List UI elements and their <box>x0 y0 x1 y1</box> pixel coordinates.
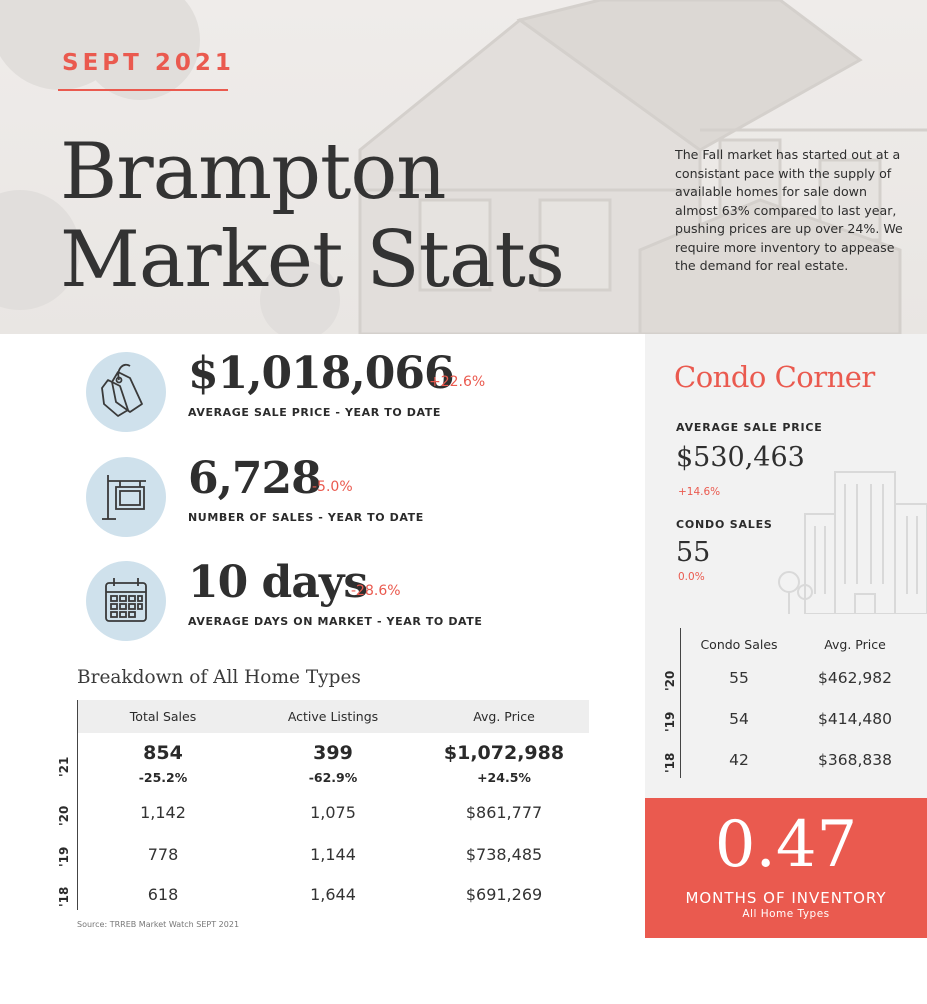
condo-row-year-label: '20 <box>663 670 677 691</box>
table-row: 618 1,644 $691,269 <box>78 885 589 925</box>
stat-value: 6,728 <box>188 453 322 504</box>
stat-label: AVERAGE SALE PRICE - YEAR TO DATE <box>188 406 441 419</box>
table-divider <box>77 700 78 910</box>
cell-change: -25.2% <box>138 770 188 785</box>
row-year-label: '19 <box>57 846 71 867</box>
stat-change: -28.6% <box>351 583 401 599</box>
table-row: 854 399 $1,072,988 -25.2% -62.9% +24.5% <box>78 742 589 785</box>
stat-days-on-market: 10 days -28.6% AVERAGE DAYS ON MARKET - … <box>86 557 606 645</box>
condo-cell-sales: 42 <box>729 751 749 769</box>
stat-label: NUMBER OF SALES - YEAR TO DATE <box>188 511 424 524</box>
cell-active-listings: 1,075 <box>310 803 356 822</box>
report-month: SEPT 2021 <box>62 50 235 76</box>
condo-cell-sales: 54 <box>729 710 749 728</box>
condo-sales-change: 0.0% <box>678 571 705 583</box>
cell-avg-price: $691,269 <box>465 885 543 904</box>
cell-avg-price: $1,072,988 <box>443 742 565 764</box>
stat-label: AVERAGE DAYS ON MARKET - YEAR TO DATE <box>188 615 483 628</box>
months-of-inventory-label: MONTHS OF INVENTORY <box>685 889 887 907</box>
cell-active-listings: 1,144 <box>310 845 356 864</box>
source-note: Source: TRREB Market Watch SEPT 2021 <box>77 920 240 929</box>
cell-total-sales: 1,142 <box>140 803 186 822</box>
calendar-icon <box>86 561 166 641</box>
row-year-label: '21 <box>57 756 71 777</box>
condo-row-year-label: '18 <box>663 752 677 773</box>
stat-change: +22.6% <box>429 374 486 390</box>
column-header-active-listings: Active Listings <box>287 709 379 724</box>
stat-change: -5.0% <box>312 479 353 495</box>
cell-change: +24.5% <box>477 770 531 785</box>
row-year-label: '20 <box>57 805 71 826</box>
cell-active-listings: 1,644 <box>310 885 356 904</box>
stat-number-of-sales: 6,728 -5.0% NUMBER OF SALES - YEAR TO DA… <box>86 453 606 541</box>
cell-total-sales: 618 <box>147 885 179 904</box>
breakdown-title: Breakdown of All Home Types <box>77 667 361 688</box>
row-year-label: '18 <box>57 886 71 907</box>
cell-total-sales: 854 <box>143 742 183 764</box>
condo-avg-price-label: AVERAGE SALE PRICE <box>676 421 823 434</box>
months-of-inventory-value: 0.47 <box>714 808 858 882</box>
price-tag-icon <box>86 352 166 432</box>
condo-cell-price: $368,838 <box>818 751 892 769</box>
page-title-line-1: Brampton <box>60 127 447 217</box>
condo-cell-sales: 55 <box>729 669 749 687</box>
hero-banner: SEPT 2021 Brampton Market Stats The Fall… <box>0 0 927 334</box>
breakdown-table-header: Total Sales Active Listings Avg. Price <box>78 700 589 733</box>
page-title: Brampton Market Stats <box>60 127 565 305</box>
condo-buildings-illustration <box>778 471 927 614</box>
page-title-line-2: Market Stats <box>60 215 565 305</box>
cell-avg-price: $738,485 <box>465 845 543 864</box>
column-header-total-sales: Total Sales <box>129 709 197 724</box>
condo-corner-title: Condo Corner <box>674 360 875 394</box>
condo-avg-price-change: +14.6% <box>678 486 721 498</box>
month-underline <box>58 89 228 91</box>
stat-value: 10 days <box>188 557 368 608</box>
condo-cell-price: $462,982 <box>818 669 892 687</box>
house-background-illustration <box>0 0 927 334</box>
market-summary: The Fall market has started out at a con… <box>675 147 903 273</box>
condo-sales-value: 55 <box>676 537 711 568</box>
table-row: 1,142 1,075 $861,777 <box>78 803 589 843</box>
months-of-inventory-sublabel: All Home Types <box>742 908 830 920</box>
condo-cell-price: $414,480 <box>818 710 892 728</box>
cell-total-sales: 778 <box>147 845 179 864</box>
column-header-avg-price: Avg. Price <box>473 709 535 724</box>
stat-average-sale-price: $1,018,066 +22.6% AVERAGE SALE PRICE - Y… <box>86 348 606 436</box>
condo-avg-price-value: $530,463 <box>676 442 805 473</box>
condo-column-header-price: Avg. Price <box>824 637 886 652</box>
stat-value: $1,018,066 <box>188 348 455 399</box>
condo-column-header-sales: Condo Sales <box>700 637 778 652</box>
condo-sales-label: CONDO SALES <box>676 518 773 531</box>
cell-active-listings: 399 <box>313 742 353 764</box>
months-of-inventory-panel: 0.47 MONTHS OF INVENTORY All Home Types <box>645 798 927 938</box>
condo-row-year-label: '19 <box>663 711 677 732</box>
table-row: 778 1,144 $738,485 <box>78 845 589 885</box>
condo-corner-panel: Condo Corner AVERAGE SALE PRICE $530,463… <box>645 334 927 798</box>
condo-table-divider <box>680 628 681 778</box>
cell-change: -62.9% <box>308 770 358 785</box>
cell-avg-price: $861,777 <box>465 803 543 822</box>
sale-sign-icon <box>86 457 166 537</box>
